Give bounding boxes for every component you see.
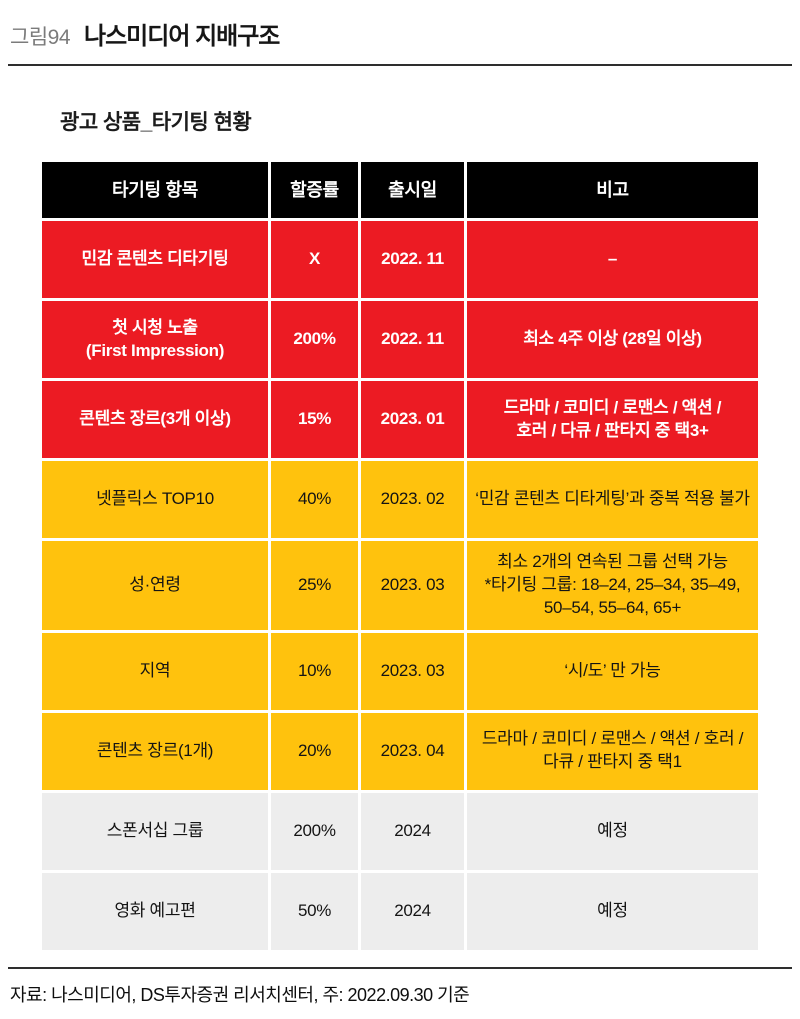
table-cell: 2023. 01 (361, 381, 464, 458)
table-cell: 예정 (467, 872, 758, 950)
table-cell: 2023. 02 (361, 461, 464, 538)
table-cell: 넷플릭스 TOP10 (42, 461, 268, 538)
table-cell: 20% (271, 712, 358, 790)
table-cell: 예정 (467, 792, 758, 870)
table-cell: 2023. 03 (361, 541, 464, 630)
figure-label: 그림94 (10, 26, 71, 49)
table-cell: ‘시/도’ 만 가능 (467, 632, 758, 710)
table-cell: 민감 콘텐츠 디타기팅 (42, 221, 268, 298)
table-cell: ‘민감 콘텐츠 디타게팅’과 중복 적용 불가 (467, 461, 758, 538)
table-cell: X (271, 221, 358, 298)
section-title: 광고 상품_타기팅 현황 (60, 111, 252, 134)
source-note: 자료: 나스미디어, DS투자증권 리서치센터, 주: 2022.09.30 기… (10, 985, 470, 1005)
table-cell: 최소 4주 이상 (28일 이상) (467, 301, 758, 378)
table-cell: 콘텐츠 장르(3개 이상) (42, 381, 268, 458)
header-cell-remarks: 비고 (467, 162, 758, 218)
table-cell: 10% (271, 632, 358, 710)
header-cell-targeting-item: 타기팅 항목 (42, 162, 268, 218)
table-cell: 200% (271, 792, 358, 870)
figure-title: 나스미디어 지배구조 (84, 23, 280, 50)
table-cell: 드라마 / 코미디 / 로맨스 / 액션 / 호러 / 다큐 / 판타지 중 택… (467, 712, 758, 790)
table-cell: 최소 2개의 연속된 그룹 선택 가능 *타기팅 그룹: 18–24, 25–3… (467, 541, 758, 630)
table-cell: 첫 시청 노출 (First Impression) (42, 301, 268, 378)
table-cell: 드라마 / 코미디 / 로맨스 / 액션 / 호러 / 다큐 / 판타지 중 택… (467, 381, 758, 458)
table-cell: 2023. 04 (361, 712, 464, 790)
table-cell: 2022. 11 (361, 301, 464, 378)
table-cell: 50% (271, 872, 358, 950)
targeting-table: 타기팅 항목 할증률 출시일 비고 민감 콘텐츠 디타기팅 X 2022. 11… (42, 162, 758, 950)
bottom-divider (8, 967, 792, 969)
top-divider (8, 64, 792, 66)
table-cell: 스폰서십 그룹 (42, 792, 268, 870)
table-cell: 영화 예고편 (42, 872, 268, 950)
page-footer: 자료: 나스미디어, DS투자증권 리서치센터, 주: 2022.09.30 기… (0, 967, 800, 1019)
header-cell-launch-date: 출시일 (361, 162, 464, 218)
table-cell: 40% (271, 461, 358, 538)
table-cell: 2024 (361, 792, 464, 870)
table-cell: – (467, 221, 758, 298)
table-cell: 25% (271, 541, 358, 630)
table-cell: 성·연령 (42, 541, 268, 630)
table-cell: 2023. 03 (361, 632, 464, 710)
table-cell: 지역 (42, 632, 268, 710)
table-cell: 콘텐츠 장르(1개) (42, 712, 268, 790)
table-cell: 2024 (361, 872, 464, 950)
figure-header: 그림94 나스미디어 지배구조 (0, 0, 800, 51)
table-cell: 15% (271, 381, 358, 458)
header-cell-surcharge-rate: 할증률 (271, 162, 358, 218)
table-cell: 200% (271, 301, 358, 378)
table-cell: 2022. 11 (361, 221, 464, 298)
